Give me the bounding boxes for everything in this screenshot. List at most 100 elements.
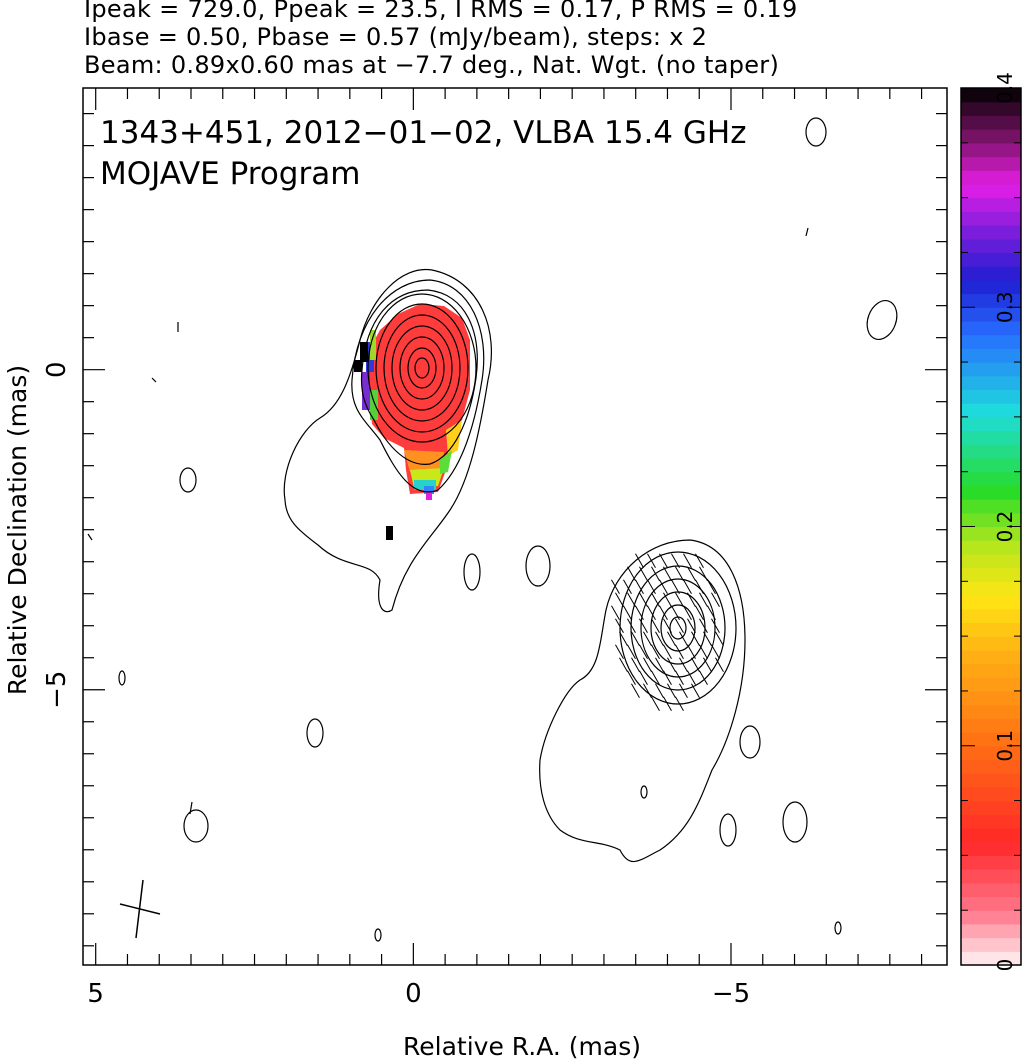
colorbar-segment <box>961 951 1021 966</box>
evpa-tick <box>631 657 640 672</box>
x-tick-label: 0 <box>405 979 422 1009</box>
evpa-tick <box>615 592 624 607</box>
evpa-tick <box>663 670 672 685</box>
evpa-tick <box>691 657 700 672</box>
evpa-tick <box>639 644 648 659</box>
colorbar-segment <box>961 553 1021 569</box>
colorbar-segment <box>961 923 1021 939</box>
colorbar-segment <box>961 718 1021 733</box>
colorbar-segment <box>961 266 1021 281</box>
colorbar-segment <box>961 444 1021 459</box>
evpa-tick <box>683 605 692 620</box>
evpa-tick <box>663 618 672 633</box>
evpa-tick <box>699 670 708 685</box>
evpa-tick <box>627 566 636 581</box>
colorbar-segment <box>961 896 1021 911</box>
evpa-tick <box>631 631 640 646</box>
colorbar-segment <box>961 320 1021 336</box>
evpa-tick <box>687 566 696 581</box>
evpa-tick <box>611 579 620 594</box>
colorbar-segment <box>961 882 1021 898</box>
evpa-tick <box>715 657 724 672</box>
colorbar-segment <box>961 827 1021 843</box>
source-label: 1343+451, 2012−01−02, VLBA 15.4 GHz <box>100 115 746 151</box>
evpa-tick <box>671 605 680 620</box>
colorbar-segment <box>961 362 1021 377</box>
colorbar-tick-label: 0.4 <box>993 72 1017 104</box>
colorbar-tick-label: 0.2 <box>993 511 1017 543</box>
evpa-vectors <box>611 553 724 711</box>
header-line-2: Ibase = 0.50, Pbase = 0.57 (mJy/beam), s… <box>84 23 708 51</box>
evpa-tick <box>675 618 684 633</box>
evpa-tick <box>707 579 716 594</box>
evpa-tick <box>643 657 652 672</box>
colorbar-segment <box>961 279 1021 295</box>
evpa-tick <box>643 683 652 698</box>
colorbar-segment <box>961 307 1021 322</box>
evpa-tick <box>627 644 636 659</box>
evpa-tick <box>679 683 688 698</box>
y-tick-label: 0 <box>42 361 72 378</box>
evpa-tick <box>651 696 660 711</box>
evpa-tick <box>675 566 684 581</box>
evpa-tick <box>695 579 704 594</box>
colorbar-segment <box>961 101 1021 117</box>
colorbar-segment <box>961 293 1021 308</box>
colorbar-segment <box>961 197 1021 212</box>
x-axis-label: Relative R.A. (mas) <box>403 1032 641 1061</box>
plot-frame <box>82 87 948 966</box>
colorbar-segment <box>961 142 1021 158</box>
x-tick-label: 5 <box>87 979 104 1009</box>
colorbar-segment <box>961 786 1021 802</box>
evpa-tick <box>675 592 684 607</box>
colorbar-segment <box>961 88 1021 103</box>
evpa-tick <box>695 553 704 568</box>
intensity-contours <box>87 117 898 942</box>
axis-ticks <box>83 88 947 965</box>
colorbar-segment <box>961 348 1021 363</box>
program-label: MOJAVE Program <box>100 156 360 192</box>
evpa-tick <box>675 670 684 685</box>
evpa-tick <box>643 631 652 646</box>
evpa-tick <box>667 683 676 698</box>
evpa-tick <box>619 657 628 672</box>
colorbar-segment <box>961 238 1021 254</box>
evpa-tick <box>655 683 664 698</box>
evpa-tick <box>691 631 700 646</box>
colorbar-segment <box>961 581 1021 596</box>
colorbar-segment <box>961 567 1021 582</box>
colorbar-segment <box>961 869 1021 884</box>
colorbar-segment <box>961 937 1021 952</box>
colorbar-segment <box>961 457 1021 473</box>
evpa-tick <box>679 631 688 646</box>
colorbar-segment <box>961 416 1021 432</box>
evpa-tick <box>675 696 684 711</box>
evpa-tick <box>715 631 724 646</box>
evpa-tick <box>651 644 660 659</box>
colorbar-segment <box>961 608 1021 624</box>
evpa-tick <box>659 553 668 568</box>
colorbar-segment <box>961 471 1021 486</box>
evpa-tick <box>651 670 660 685</box>
evpa-tick <box>663 644 672 659</box>
evpa-tick <box>647 553 656 568</box>
evpa-tick <box>671 579 680 594</box>
colorbar-segment <box>961 430 1021 445</box>
evpa-tick <box>623 579 632 594</box>
y-tick-label: −5 <box>42 671 72 709</box>
evpa-tick <box>699 566 708 581</box>
evpa-tick <box>683 579 692 594</box>
evpa-tick <box>627 592 636 607</box>
evpa-tick <box>627 618 636 633</box>
colorbar-segment <box>961 745 1021 761</box>
colorbar <box>961 88 1021 966</box>
colorbar-segment <box>961 910 1021 925</box>
colorbar-segment <box>961 649 1021 665</box>
evpa-tick <box>635 579 644 594</box>
evpa-tick <box>635 553 644 568</box>
evpa-tick <box>711 618 720 633</box>
colorbar-segment <box>961 526 1021 541</box>
colorbar-segment <box>961 183 1021 199</box>
evpa-tick <box>639 618 648 633</box>
evpa-tick <box>695 605 704 620</box>
